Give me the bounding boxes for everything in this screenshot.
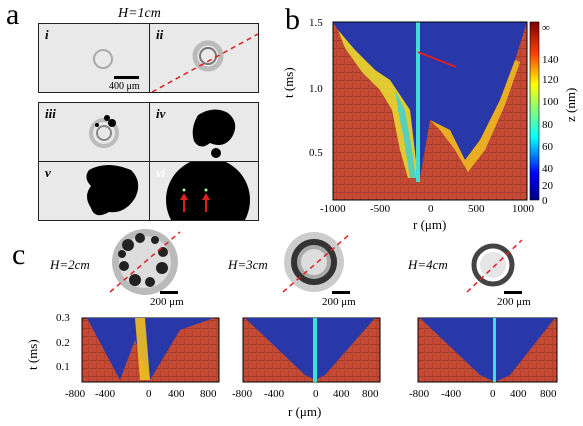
panel-c-ytick: 0.2 — [56, 337, 70, 349]
panel-c2-xtick: 0 — [313, 388, 319, 400]
panel-b-xtick: -500 — [370, 203, 391, 215]
panel-c2-xtick: 800 — [362, 388, 379, 400]
tile-ii: ii — [149, 23, 259, 93]
panel-a-letter: a — [6, 0, 20, 31]
tile-vi-image — [166, 162, 250, 220]
tile-iv: iv — [149, 102, 259, 162]
panel-c-title-h4: H=4cm — [408, 257, 448, 272]
tile-iii-label: iii — [45, 106, 56, 121]
panel-b-xlabel: r (μm) — [413, 217, 447, 232]
panel-c3-xtick: -400 — [441, 388, 462, 400]
panel-c3-xtick: 800 — [540, 388, 557, 400]
panel-b-xtick: -1000 — [320, 203, 346, 215]
panel-c1-xtick: 800 — [200, 388, 217, 400]
tile-v: v — [38, 161, 150, 221]
colorbar-tick: 100 — [542, 96, 559, 108]
panel-c-ytick: 0.1 — [56, 361, 70, 373]
panel-c-heatmaps — [81, 317, 558, 383]
colorbar-tick: 60 — [542, 141, 553, 153]
tile-v-image — [86, 165, 139, 216]
panel-c3-xtick: 400 — [510, 388, 527, 400]
tile-i-label: i — [45, 27, 49, 42]
panel-c-title-h3: H=3cm — [228, 257, 268, 272]
scalebar-label-h4: 200 μm — [497, 296, 531, 308]
scalebar-label-h3: 200 μm — [322, 296, 356, 308]
colorbar-tick: ∞ — [542, 22, 550, 34]
panel-c-title-h2: H=2cm — [50, 257, 90, 272]
panel-c1-xtick: 0 — [146, 388, 152, 400]
panel-c3-xtick: 0 — [490, 388, 496, 400]
colorbar-tick: 80 — [542, 119, 553, 131]
tile-i-scalebar-label: 400 μm — [109, 81, 140, 92]
panel-c2-xtick: -800 — [232, 388, 253, 400]
tile-v-label: v — [45, 165, 51, 180]
tile-iv-image — [192, 109, 236, 158]
panel-a-title: H=1cm — [118, 6, 161, 21]
colorbar-tick: 140 — [542, 54, 559, 66]
panel-c-letter: c — [12, 238, 26, 271]
tile-i-image — [93, 49, 139, 79]
colorbar-tick: 120 — [542, 74, 559, 86]
panel-c1-xtick: -400 — [95, 388, 116, 400]
tile-i: i 400 μm — [38, 23, 150, 93]
panel-b-ytick: 1.5 — [309, 17, 323, 29]
tile-vi-label: vi — [156, 165, 166, 180]
colorbar-tick: 0 — [542, 195, 548, 207]
panel-c-ylabel: t (ms) — [25, 339, 40, 370]
panel-b-xtick: 1000 — [512, 203, 534, 215]
panel-b-letter: b — [285, 3, 300, 36]
tile-vi: vi — [149, 161, 259, 221]
panel-c2-xtick: 400 — [333, 388, 350, 400]
panel-b-ytick: 1.0 — [309, 83, 323, 95]
colorbar-tick: 40 — [542, 163, 553, 175]
tile-iv-label: iv — [156, 106, 166, 121]
panel-c2-xtick: -400 — [264, 388, 285, 400]
panel-c1-xtick: 400 — [168, 388, 185, 400]
panel-c-ytick: 0.3 — [56, 312, 70, 324]
panel-b-xtick: 0 — [428, 203, 434, 215]
panel-b-ytick: 0.5 — [309, 147, 323, 159]
panel-b-xtick: 500 — [468, 203, 485, 215]
panel-c1-xtick: -800 — [65, 388, 86, 400]
tile-ii-image — [151, 33, 258, 92]
tile-ii-label: ii — [156, 27, 164, 42]
panel-c3-xtick: -800 — [409, 388, 430, 400]
colorbar-tick: 20 — [542, 180, 553, 192]
tile-iii-image — [89, 115, 119, 148]
panel-c-xlabel: r (μm) — [288, 404, 322, 419]
scalebar-label-h2: 200 μm — [150, 296, 184, 308]
